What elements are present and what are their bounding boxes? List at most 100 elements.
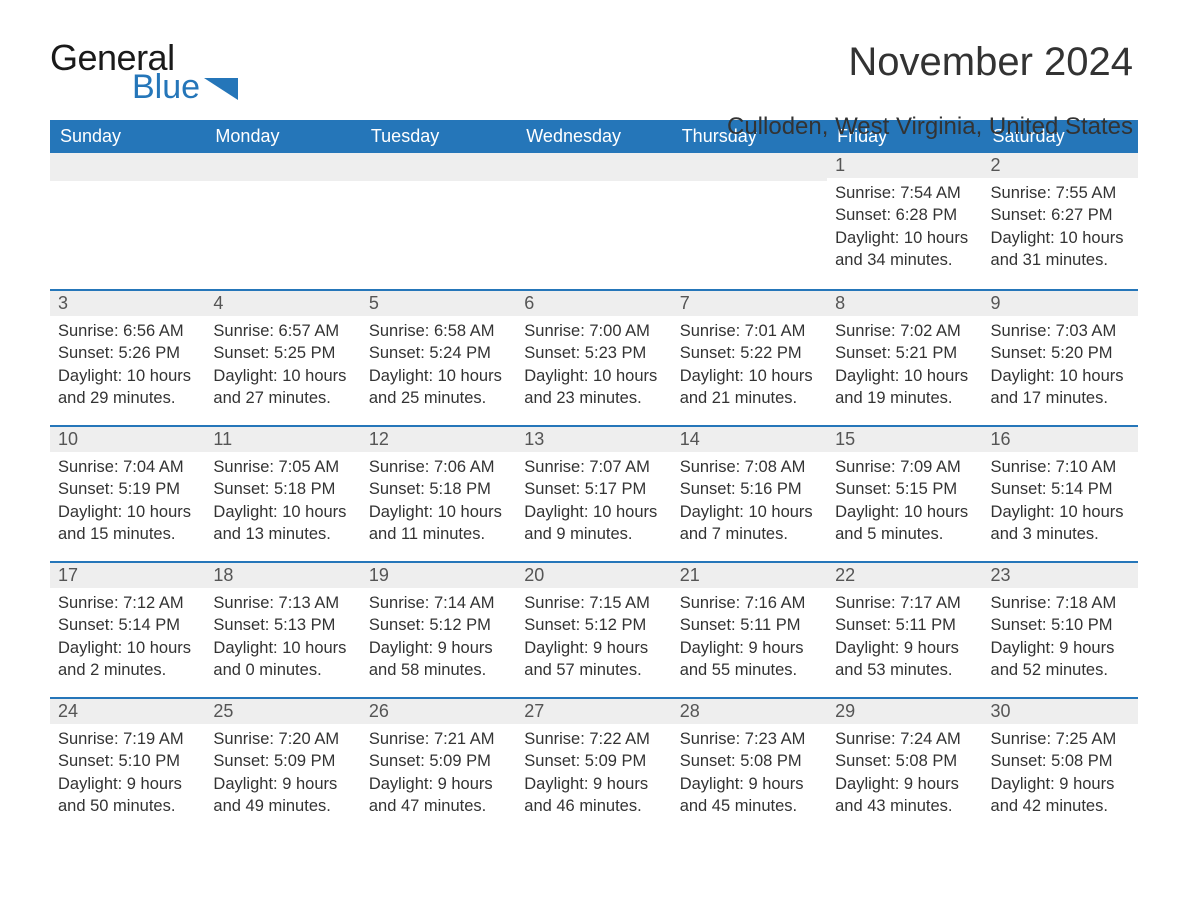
day-number: 26 [361, 697, 516, 724]
day-body: Sunrise: 7:13 AMSunset: 5:13 PMDaylight:… [205, 588, 360, 685]
calendar-cell [672, 153, 827, 289]
day-body: Sunrise: 7:07 AMSunset: 5:17 PMDaylight:… [516, 452, 671, 549]
calendar-cell [361, 153, 516, 289]
day-number-empty [361, 153, 516, 181]
day-body: Sunrise: 7:06 AMSunset: 5:18 PMDaylight:… [361, 452, 516, 549]
day-number: 5 [361, 289, 516, 316]
calendar-cell: 6Sunrise: 7:00 AMSunset: 5:23 PMDaylight… [516, 289, 671, 425]
day-body: Sunrise: 7:22 AMSunset: 5:09 PMDaylight:… [516, 724, 671, 821]
calendar-cell: 3Sunrise: 6:56 AMSunset: 5:26 PMDaylight… [50, 289, 205, 425]
day-body: Sunrise: 7:18 AMSunset: 5:10 PMDaylight:… [983, 588, 1138, 685]
calendar-cell [50, 153, 205, 289]
calendar-cell: 25Sunrise: 7:20 AMSunset: 5:09 PMDayligh… [205, 697, 360, 833]
calendar-cell: 14Sunrise: 7:08 AMSunset: 5:16 PMDayligh… [672, 425, 827, 561]
calendar-cell [205, 153, 360, 289]
day-number: 1 [827, 153, 982, 178]
day-body: Sunrise: 6:57 AMSunset: 5:25 PMDaylight:… [205, 316, 360, 413]
location: Culloden, West Virginia, United States [727, 113, 1133, 141]
calendar-cell: 19Sunrise: 7:14 AMSunset: 5:12 PMDayligh… [361, 561, 516, 697]
calendar-cell: 10Sunrise: 7:04 AMSunset: 5:19 PMDayligh… [50, 425, 205, 561]
day-number: 16 [983, 425, 1138, 452]
calendar-cell: 24Sunrise: 7:19 AMSunset: 5:10 PMDayligh… [50, 697, 205, 833]
calendar-cell: 9Sunrise: 7:03 AMSunset: 5:20 PMDaylight… [983, 289, 1138, 425]
calendar-cell: 15Sunrise: 7:09 AMSunset: 5:15 PMDayligh… [827, 425, 982, 561]
day-body: Sunrise: 7:09 AMSunset: 5:15 PMDaylight:… [827, 452, 982, 549]
day-number: 12 [361, 425, 516, 452]
calendar-table: SundayMondayTuesdayWednesdayThursdayFrid… [50, 120, 1138, 833]
day-body: Sunrise: 7:14 AMSunset: 5:12 PMDaylight:… [361, 588, 516, 685]
day-number: 22 [827, 561, 982, 588]
calendar-cell: 2Sunrise: 7:55 AMSunset: 6:27 PMDaylight… [983, 153, 1138, 289]
calendar-cell: 26Sunrise: 7:21 AMSunset: 5:09 PMDayligh… [361, 697, 516, 833]
day-body: Sunrise: 7:21 AMSunset: 5:09 PMDaylight:… [361, 724, 516, 821]
day-number: 17 [50, 561, 205, 588]
day-body: Sunrise: 7:17 AMSunset: 5:11 PMDaylight:… [827, 588, 982, 685]
day-number: 29 [827, 697, 982, 724]
day-body: Sunrise: 7:02 AMSunset: 5:21 PMDaylight:… [827, 316, 982, 413]
day-body: Sunrise: 7:03 AMSunset: 5:20 PMDaylight:… [983, 316, 1138, 413]
day-number: 19 [361, 561, 516, 588]
day-number: 9 [983, 289, 1138, 316]
day-body: Sunrise: 7:25 AMSunset: 5:08 PMDaylight:… [983, 724, 1138, 821]
day-body: Sunrise: 7:16 AMSunset: 5:11 PMDaylight:… [672, 588, 827, 685]
calendar-cell: 21Sunrise: 7:16 AMSunset: 5:11 PMDayligh… [672, 561, 827, 697]
day-body: Sunrise: 7:54 AMSunset: 6:28 PMDaylight:… [827, 178, 982, 275]
day-number: 24 [50, 697, 205, 724]
calendar-cell: 17Sunrise: 7:12 AMSunset: 5:14 PMDayligh… [50, 561, 205, 697]
calendar-cell: 30Sunrise: 7:25 AMSunset: 5:08 PMDayligh… [983, 697, 1138, 833]
day-number: 10 [50, 425, 205, 452]
day-number: 2 [983, 153, 1138, 178]
day-body: Sunrise: 7:24 AMSunset: 5:08 PMDaylight:… [827, 724, 982, 821]
day-body: Sunrise: 7:10 AMSunset: 5:14 PMDaylight:… [983, 452, 1138, 549]
calendar-cell: 20Sunrise: 7:15 AMSunset: 5:12 PMDayligh… [516, 561, 671, 697]
day-header-wednesday: Wednesday [516, 120, 671, 153]
day-number-empty [50, 153, 205, 181]
calendar-cell: 18Sunrise: 7:13 AMSunset: 5:13 PMDayligh… [205, 561, 360, 697]
day-body: Sunrise: 7:15 AMSunset: 5:12 PMDaylight:… [516, 588, 671, 685]
day-number: 18 [205, 561, 360, 588]
calendar-cell [516, 153, 671, 289]
day-body: Sunrise: 7:00 AMSunset: 5:23 PMDaylight:… [516, 316, 671, 413]
calendar-cell: 28Sunrise: 7:23 AMSunset: 5:08 PMDayligh… [672, 697, 827, 833]
calendar-cell: 29Sunrise: 7:24 AMSunset: 5:08 PMDayligh… [827, 697, 982, 833]
day-number: 23 [983, 561, 1138, 588]
day-number: 7 [672, 289, 827, 316]
day-body: Sunrise: 7:05 AMSunset: 5:18 PMDaylight:… [205, 452, 360, 549]
calendar-cell: 4Sunrise: 6:57 AMSunset: 5:25 PMDaylight… [205, 289, 360, 425]
day-body: Sunrise: 6:56 AMSunset: 5:26 PMDaylight:… [50, 316, 205, 413]
day-body: Sunrise: 7:23 AMSunset: 5:08 PMDaylight:… [672, 724, 827, 821]
day-header-tuesday: Tuesday [361, 120, 516, 153]
day-header-monday: Monday [205, 120, 360, 153]
calendar-cell: 16Sunrise: 7:10 AMSunset: 5:14 PMDayligh… [983, 425, 1138, 561]
calendar-cell: 7Sunrise: 7:01 AMSunset: 5:22 PMDaylight… [672, 289, 827, 425]
day-number: 27 [516, 697, 671, 724]
day-number: 4 [205, 289, 360, 316]
day-number: 30 [983, 697, 1138, 724]
day-number: 13 [516, 425, 671, 452]
day-number: 14 [672, 425, 827, 452]
day-number: 6 [516, 289, 671, 316]
day-number: 15 [827, 425, 982, 452]
day-number: 28 [672, 697, 827, 724]
day-body: Sunrise: 7:20 AMSunset: 5:09 PMDaylight:… [205, 724, 360, 821]
day-number-empty [516, 153, 671, 181]
day-body: Sunrise: 6:58 AMSunset: 5:24 PMDaylight:… [361, 316, 516, 413]
calendar-cell: 12Sunrise: 7:06 AMSunset: 5:18 PMDayligh… [361, 425, 516, 561]
day-body: Sunrise: 7:04 AMSunset: 5:19 PMDaylight:… [50, 452, 205, 549]
calendar-cell: 8Sunrise: 7:02 AMSunset: 5:21 PMDaylight… [827, 289, 982, 425]
day-number: 11 [205, 425, 360, 452]
calendar-cell: 11Sunrise: 7:05 AMSunset: 5:18 PMDayligh… [205, 425, 360, 561]
logo-flag-icon [204, 78, 238, 104]
day-number: 3 [50, 289, 205, 316]
day-header-sunday: Sunday [50, 120, 205, 153]
day-body: Sunrise: 7:19 AMSunset: 5:10 PMDaylight:… [50, 724, 205, 821]
calendar-cell: 1Sunrise: 7:54 AMSunset: 6:28 PMDaylight… [827, 153, 982, 289]
day-number: 21 [672, 561, 827, 588]
day-body: Sunrise: 7:12 AMSunset: 5:14 PMDaylight:… [50, 588, 205, 685]
calendar-cell: 13Sunrise: 7:07 AMSunset: 5:17 PMDayligh… [516, 425, 671, 561]
day-number: 20 [516, 561, 671, 588]
day-body: Sunrise: 7:01 AMSunset: 5:22 PMDaylight:… [672, 316, 827, 413]
day-number-empty [205, 153, 360, 181]
day-number: 25 [205, 697, 360, 724]
day-body: Sunrise: 7:55 AMSunset: 6:27 PMDaylight:… [983, 178, 1138, 275]
